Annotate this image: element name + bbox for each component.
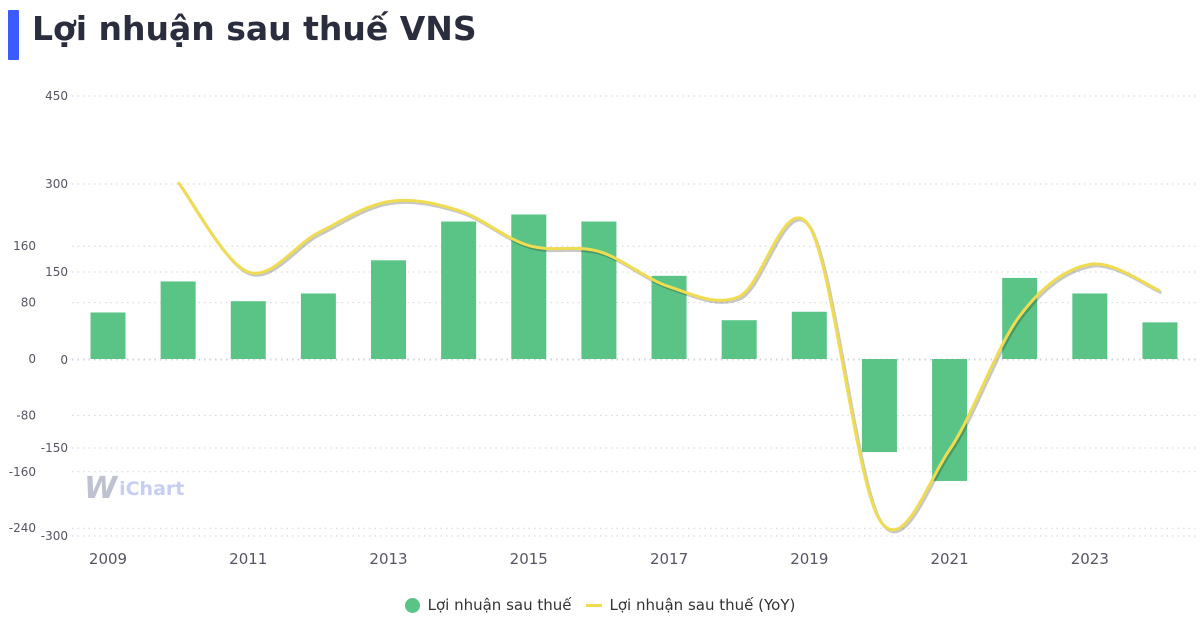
bar-2020[interactable] <box>861 359 897 453</box>
x-tick-label: 2015 <box>510 550 548 568</box>
x-tick-label: 2009 <box>89 550 127 568</box>
chart-title: Lợi nhuận sau thuế VNS <box>32 9 477 48</box>
bar-2012[interactable] <box>300 293 336 359</box>
title-accent-bar <box>8 10 19 60</box>
legend-item-line[interactable]: Lợi nhuận sau thuế (YoY) <box>585 596 796 614</box>
bar-series <box>90 214 1178 481</box>
bar-2023[interactable] <box>1072 293 1108 359</box>
line-shadow <box>178 183 1163 534</box>
watermark-text: iChart <box>119 478 185 500</box>
x-tick-label: 2011 <box>229 550 267 568</box>
legend-line-swatch-icon <box>585 603 602 607</box>
bar-2024[interactable] <box>1142 322 1178 359</box>
bar-2009[interactable] <box>90 312 126 359</box>
bar-2021[interactable] <box>932 359 968 481</box>
y-outer-tick-label: 80 <box>21 296 36 310</box>
line-yoy[interactable] <box>176 181 1161 532</box>
x-tick-label: 2017 <box>650 550 688 568</box>
y-axis-inner: 450 300 150 0 -150 -300 <box>41 89 68 543</box>
x-tick-label: 2021 <box>930 550 968 568</box>
y-outer-tick-label: -160 <box>9 465 36 479</box>
y-outer-tick-label: -240 <box>9 521 36 535</box>
y-axis-outer: 160 80 0 -80 -160 -240 <box>9 239 36 535</box>
bar-2015[interactable] <box>511 214 547 359</box>
y-inner-tick-label: 450 <box>45 89 68 103</box>
legend-bar-swatch-icon <box>404 597 420 613</box>
bar-2018[interactable] <box>721 320 757 359</box>
x-axis: 2009 2011 2013 2015 2017 2019 2021 2023 <box>89 550 1109 568</box>
legend-item-bars[interactable]: Lợi nhuận sau thuế <box>404 596 572 614</box>
y-inner-tick-label: 150 <box>45 265 68 279</box>
bar-2010[interactable] <box>160 281 196 359</box>
bar-2011[interactable] <box>230 301 266 359</box>
bar-2016[interactable] <box>581 221 617 359</box>
y-inner-tick-label: -300 <box>41 529 68 543</box>
legend-line-label: Lợi nhuận sau thuế (YoY) <box>609 596 796 614</box>
y-inner-tick-label: 0 <box>60 353 68 367</box>
bar-2019[interactable] <box>791 311 827 359</box>
bar-2014[interactable] <box>441 221 477 359</box>
bar-2013[interactable] <box>371 260 407 359</box>
y-inner-tick-label: -150 <box>41 441 68 455</box>
watermark-logo-icon: W <box>84 471 118 506</box>
legend-bars-label: Lợi nhuận sau thuế <box>427 596 572 614</box>
y-inner-tick-label: 300 <box>45 177 68 191</box>
x-tick-label: 2019 <box>790 550 828 568</box>
chart-legend: Lợi nhuận sau thuế Lợi nhuận sau thuế (Y… <box>0 596 1200 614</box>
y-outer-tick-label: 0 <box>28 352 36 366</box>
y-outer-tick-label: 160 <box>13 239 36 253</box>
wichart-watermark: W iChart <box>84 474 184 504</box>
line-series <box>176 181 1163 534</box>
y-outer-tick-label: -80 <box>16 408 36 422</box>
x-tick-label: 2013 <box>369 550 407 568</box>
x-tick-label: 2023 <box>1071 550 1109 568</box>
